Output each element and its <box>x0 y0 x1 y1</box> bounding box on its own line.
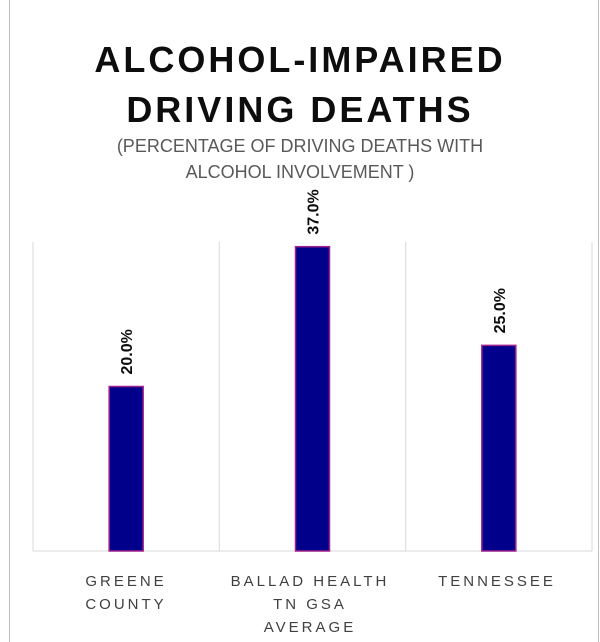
data-label-2: 25.0% <box>492 288 509 333</box>
category-label-2-line1: TENNESSEE <box>438 573 556 590</box>
bar-2 <box>481 344 517 552</box>
category-label-0-line2: COUNTY <box>85 596 167 613</box>
bar-0 <box>108 385 144 552</box>
category-label-2: TENNESSEE <box>404 570 590 593</box>
bar-1 <box>294 245 331 552</box>
chart-frame <box>9 0 599 642</box>
chart-title-line2: DRIVING DEATHS <box>126 89 474 130</box>
data-label-0: 20.0% <box>119 329 136 374</box>
chart-subtitle-line1: (PERCENTAGE OF DRIVING DEATHS WITH <box>116 136 484 156</box>
category-label-0-line1: GREENE <box>85 573 167 590</box>
category-label-1: BALLAD HEALTH TN GSA AVERAGE <box>217 570 403 639</box>
data-label-1: 37.0% <box>306 189 323 234</box>
chart-title-line1: ALCOHOL-IMPAIRED <box>94 39 506 80</box>
category-label-0: GREENE COUNTY <box>33 570 219 616</box>
category-label-1-line3: AVERAGE <box>263 619 357 636</box>
category-label-1-line2: TN GSA <box>273 596 347 613</box>
category-label-1-line1: BALLAD HEALTH <box>230 573 390 590</box>
chart-subtitle-line2: ALCOHOL INVOLVEMENT ) <box>185 162 415 182</box>
